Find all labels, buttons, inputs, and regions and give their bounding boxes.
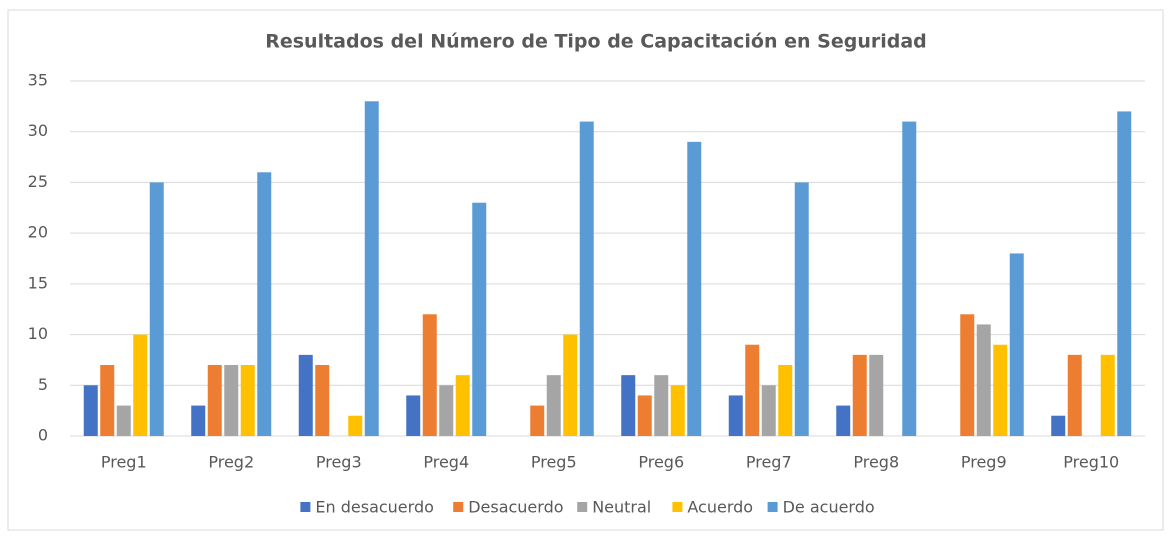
x-tick-label: Preg4 xyxy=(423,453,469,472)
bar xyxy=(654,375,669,436)
bar xyxy=(993,344,1008,436)
bar xyxy=(83,385,98,436)
bar xyxy=(852,354,867,436)
bar xyxy=(100,365,115,436)
legend-label: De acuerdo xyxy=(783,498,875,517)
bar xyxy=(621,375,636,436)
legend-swatch xyxy=(672,502,683,512)
legend-label: Neutral xyxy=(592,498,651,517)
bar xyxy=(133,334,148,436)
y-tick-label: 25 xyxy=(28,172,48,191)
bar xyxy=(472,202,487,436)
bar xyxy=(149,182,164,436)
legend-swatch xyxy=(577,502,588,512)
bar xyxy=(745,344,760,436)
bar xyxy=(1067,354,1082,436)
legend-swatch xyxy=(300,502,311,512)
y-tick-label: 5 xyxy=(38,375,48,394)
bar xyxy=(546,375,561,436)
bar xyxy=(530,405,545,436)
x-tick-label: Preg7 xyxy=(746,453,792,472)
bar xyxy=(455,375,470,436)
bar xyxy=(728,395,743,436)
y-tick-label: 35 xyxy=(28,71,48,90)
legend-swatch xyxy=(453,502,464,512)
y-tick-label: 15 xyxy=(28,273,48,292)
x-tick-label: Preg9 xyxy=(961,453,1007,472)
x-tick-label: Preg6 xyxy=(638,453,684,472)
bar xyxy=(794,182,809,436)
bar xyxy=(778,365,793,436)
chart-title: Resultados del Número de Tipo de Capacit… xyxy=(265,31,927,53)
bar xyxy=(422,314,437,436)
x-tick-label: Preg5 xyxy=(531,453,577,472)
y-tick-label: 30 xyxy=(28,121,48,140)
y-tick-label: 10 xyxy=(28,324,48,343)
bar xyxy=(761,385,776,436)
legend-label: Desacuerdo xyxy=(468,498,563,517)
bar xyxy=(670,385,685,436)
bar xyxy=(579,121,594,437)
x-tick-label: Preg2 xyxy=(208,453,254,472)
bar xyxy=(348,415,363,436)
bar xyxy=(1009,253,1024,436)
x-tick-label: Preg8 xyxy=(853,453,899,472)
legend-label: Acuerdo xyxy=(687,498,753,517)
bar xyxy=(298,354,313,436)
bar xyxy=(364,101,379,437)
bar xyxy=(240,365,255,436)
bar xyxy=(976,324,991,436)
bar xyxy=(224,365,239,436)
bar xyxy=(406,395,421,436)
x-tick-label: Preg3 xyxy=(316,453,362,472)
bar xyxy=(257,172,272,437)
legend-label: En desacuerdo xyxy=(315,498,434,517)
y-tick-label: 0 xyxy=(38,426,48,445)
bar xyxy=(563,334,578,436)
bar xyxy=(902,121,917,437)
bar xyxy=(960,314,975,436)
bar xyxy=(1100,354,1115,436)
bar xyxy=(1051,415,1066,436)
bar xyxy=(1117,111,1132,436)
legend-swatch xyxy=(767,502,778,512)
bar xyxy=(191,405,206,436)
bar xyxy=(207,365,222,436)
y-tick-label: 20 xyxy=(28,223,48,242)
bar xyxy=(315,365,330,436)
bar xyxy=(116,405,131,436)
bar xyxy=(687,141,702,436)
bar xyxy=(836,405,851,436)
bar xyxy=(869,354,884,436)
bar xyxy=(637,395,652,436)
x-tick-label: Preg1 xyxy=(101,453,147,472)
x-tick-label: Preg10 xyxy=(1063,453,1119,472)
bar xyxy=(439,385,454,436)
